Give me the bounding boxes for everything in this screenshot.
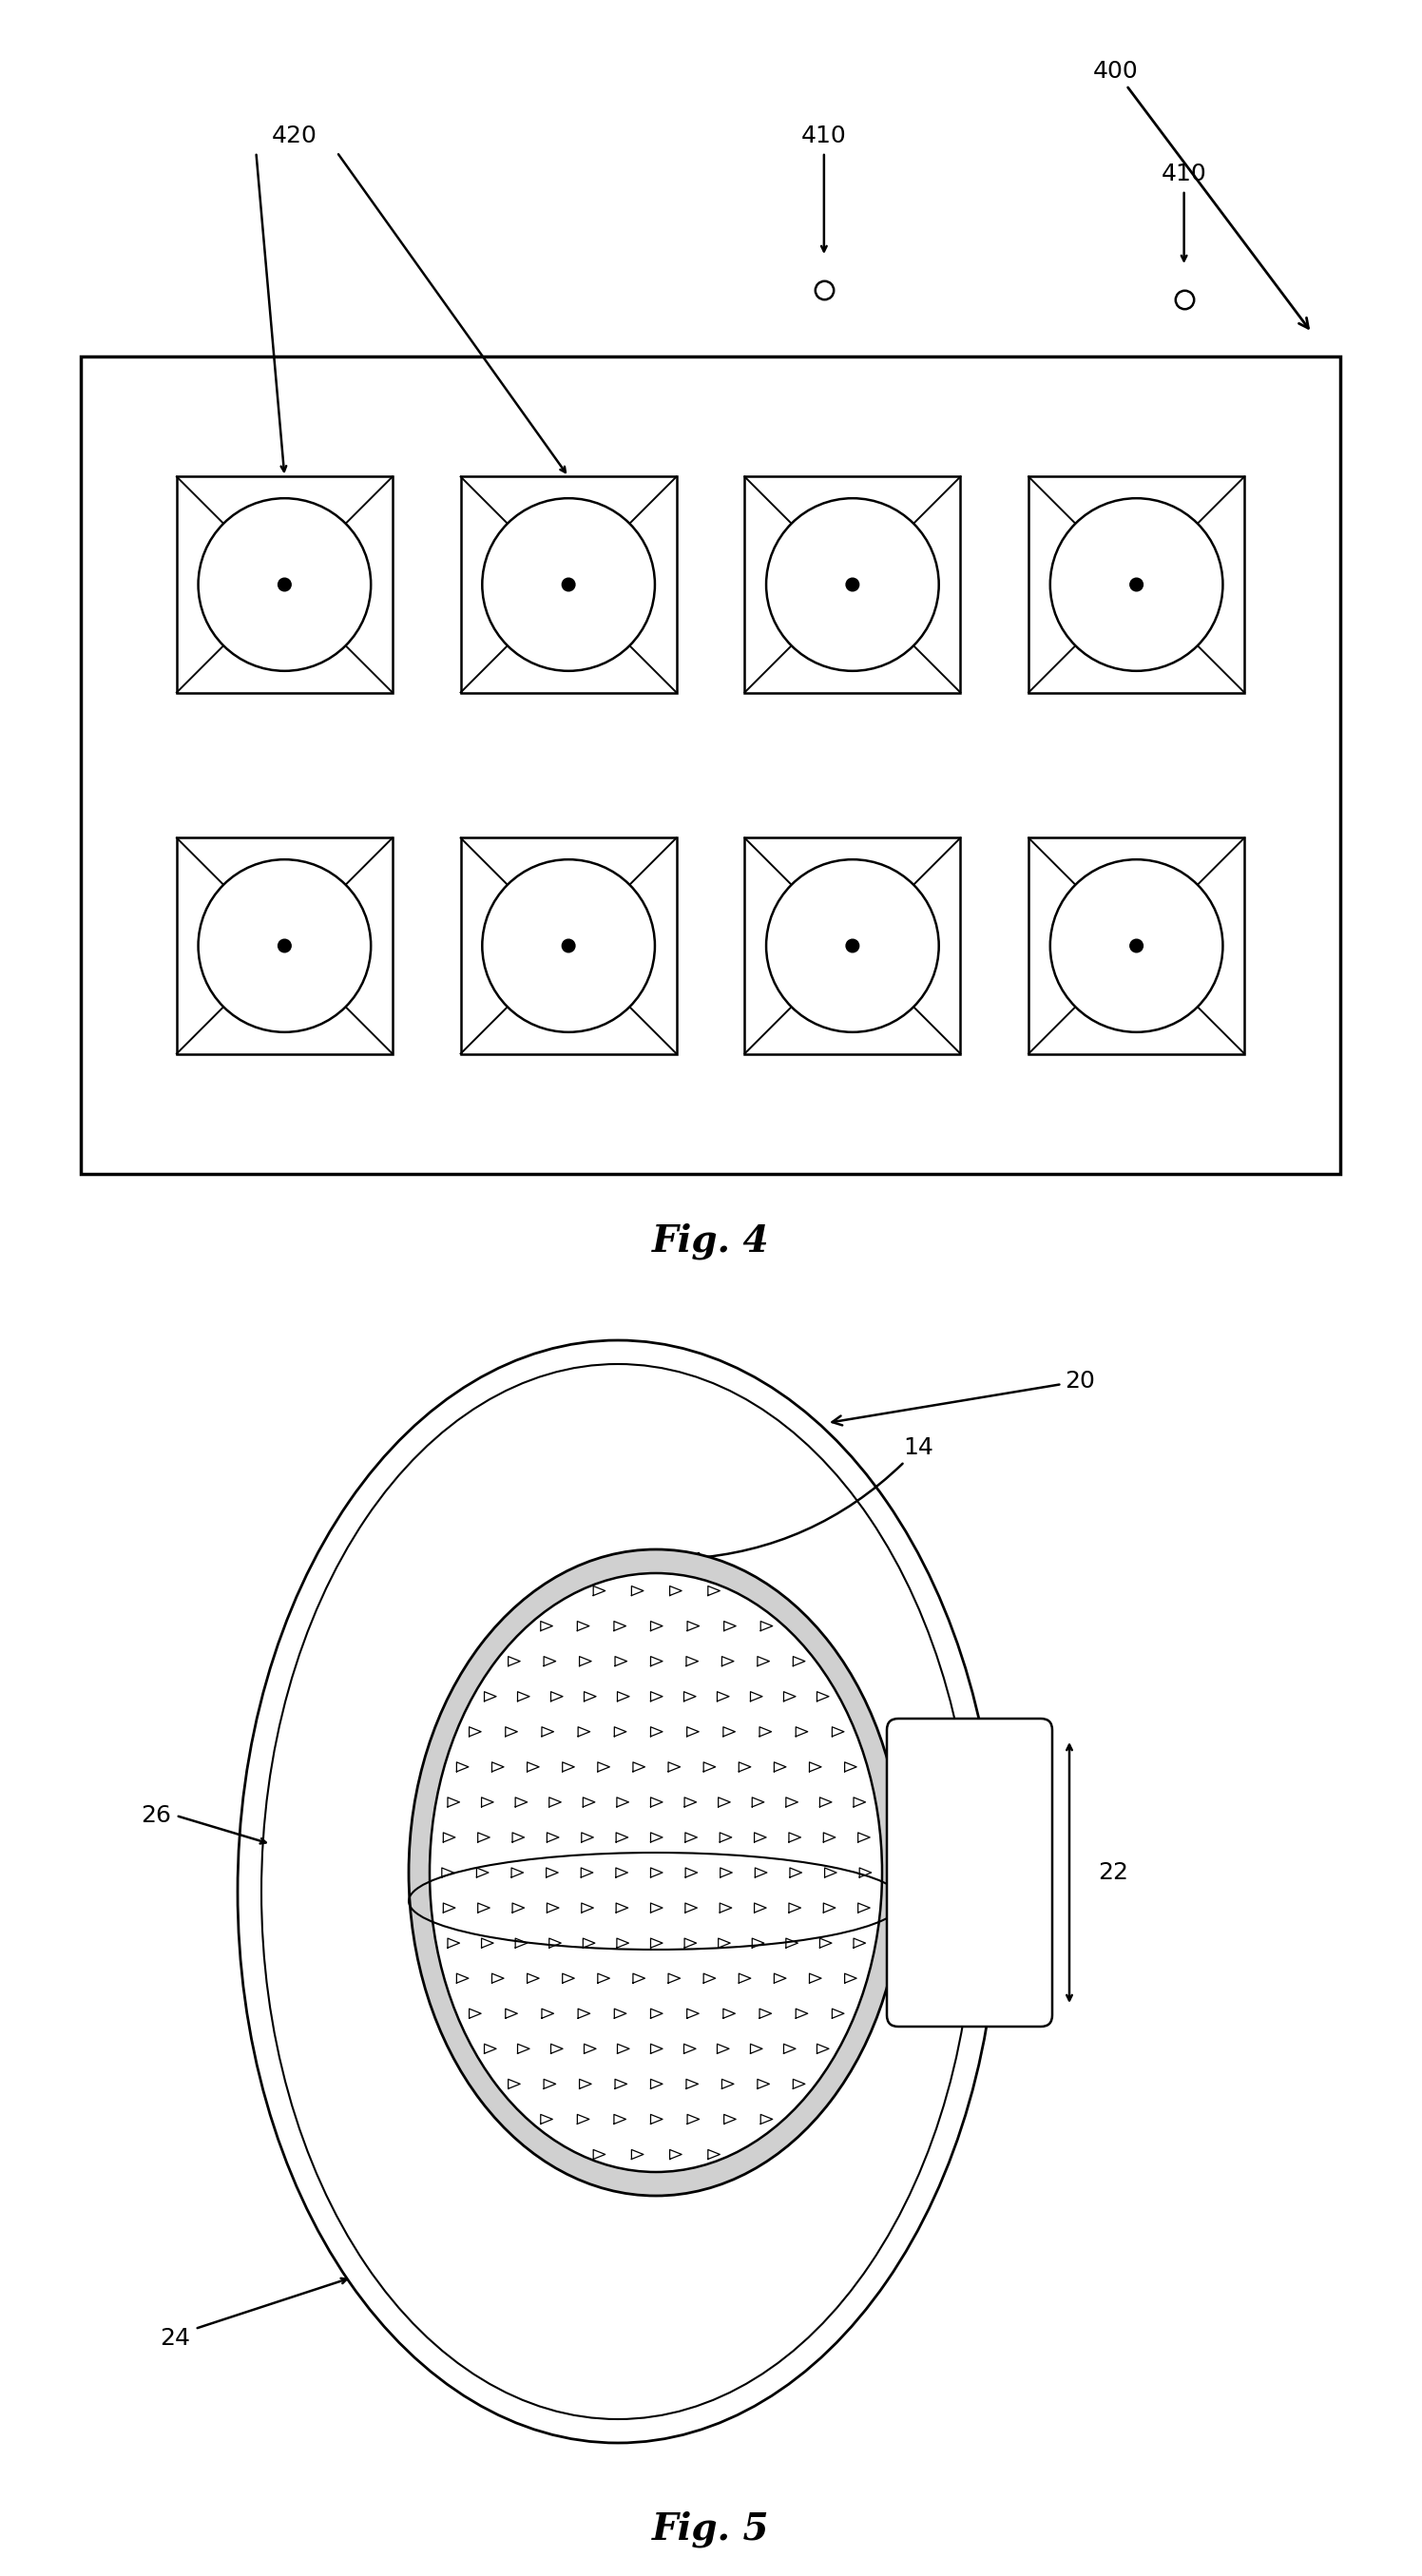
Ellipse shape bbox=[429, 1574, 882, 2172]
Text: 410: 410 bbox=[1162, 162, 1207, 185]
Text: 20: 20 bbox=[832, 1370, 1095, 1425]
Circle shape bbox=[198, 497, 371, 670]
Bar bbox=[176, 837, 392, 1054]
Text: 26: 26 bbox=[141, 1803, 171, 1826]
Circle shape bbox=[562, 940, 574, 953]
Circle shape bbox=[846, 940, 859, 953]
Circle shape bbox=[1051, 860, 1223, 1033]
Circle shape bbox=[766, 497, 939, 670]
Circle shape bbox=[279, 940, 292, 953]
Text: 400: 400 bbox=[1094, 59, 1308, 327]
Bar bbox=[81, 355, 1341, 1175]
Text: 14: 14 bbox=[690, 1437, 933, 1564]
Circle shape bbox=[766, 860, 939, 1033]
Text: Fig. 4: Fig. 4 bbox=[653, 1224, 769, 1260]
Bar bbox=[461, 477, 677, 693]
Circle shape bbox=[1051, 497, 1223, 670]
Ellipse shape bbox=[408, 1548, 903, 2195]
Circle shape bbox=[279, 577, 292, 590]
Ellipse shape bbox=[237, 1340, 998, 2442]
Text: 410: 410 bbox=[802, 124, 846, 147]
Circle shape bbox=[846, 577, 859, 590]
Text: 10: 10 bbox=[737, 1798, 961, 1862]
Bar bbox=[1028, 837, 1244, 1054]
Circle shape bbox=[1130, 577, 1143, 590]
Bar bbox=[745, 837, 960, 1054]
Circle shape bbox=[1130, 940, 1143, 953]
Text: Fig. 5: Fig. 5 bbox=[653, 2512, 769, 2548]
Text: 22: 22 bbox=[1098, 1862, 1128, 1883]
Circle shape bbox=[562, 577, 574, 590]
Bar bbox=[176, 477, 392, 693]
Circle shape bbox=[482, 860, 656, 1033]
Bar bbox=[1028, 477, 1244, 693]
Circle shape bbox=[198, 860, 371, 1033]
Text: 24: 24 bbox=[159, 2326, 191, 2349]
Text: 420: 420 bbox=[272, 124, 317, 147]
Bar bbox=[745, 477, 960, 693]
Bar bbox=[461, 837, 677, 1054]
Circle shape bbox=[482, 497, 656, 670]
FancyBboxPatch shape bbox=[887, 1718, 1052, 2027]
